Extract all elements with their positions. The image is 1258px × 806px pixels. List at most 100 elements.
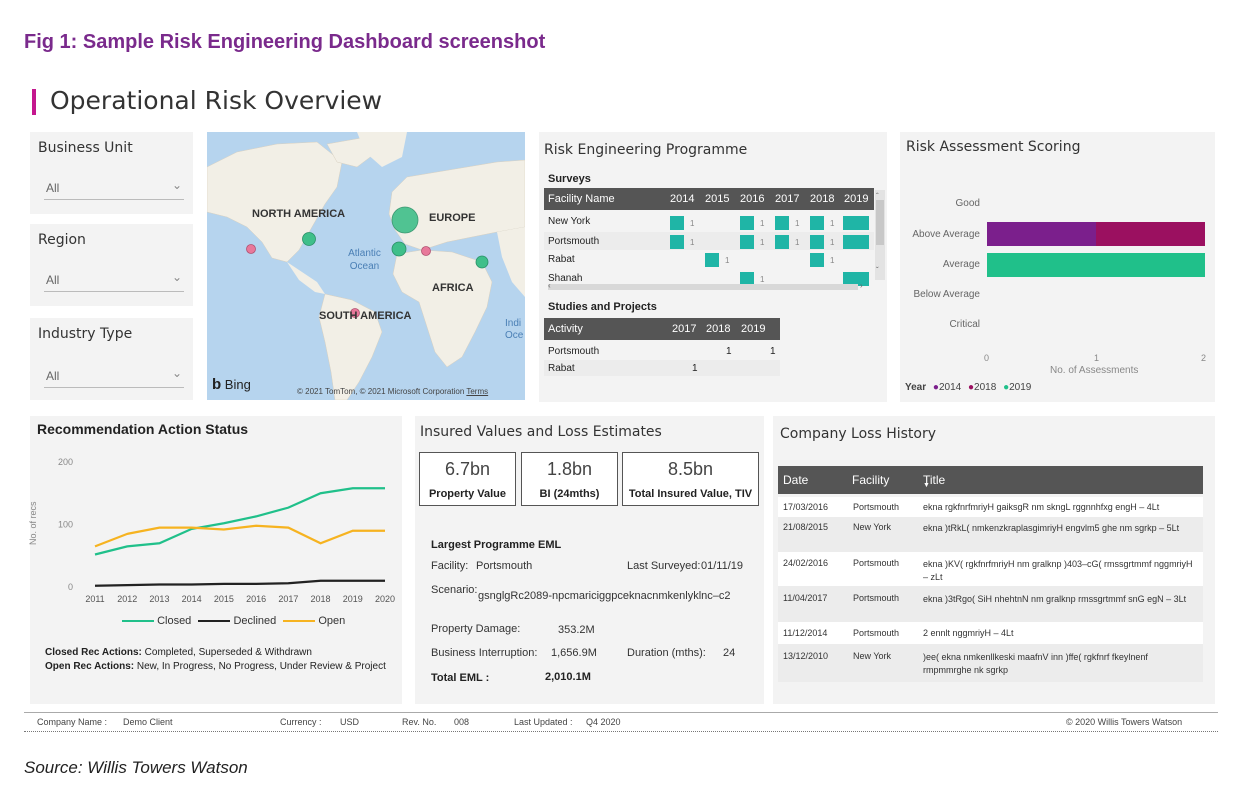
bing-b-icon: b [212, 376, 222, 393]
legend-dot-icon: ● [968, 382, 975, 393]
series-line-declined[interactable] [94, 579, 385, 587]
survey-bar[interactable] [810, 235, 824, 249]
studies-header: Activity 2017 2018 2019 [544, 318, 780, 340]
dropdown-value: All [46, 273, 60, 287]
map-copyright: © 2021 TomTom, © 2021 Microsoft Corporat… [297, 387, 488, 396]
legend-line-icon [198, 620, 231, 623]
facility-name: New York [548, 216, 591, 227]
survey-bar[interactable] [740, 272, 754, 286]
map-marker[interactable] [391, 241, 407, 257]
y-tick: 100 [58, 520, 73, 530]
chart-title: Recommendation Action Status [37, 421, 249, 437]
map-marker[interactable] [350, 308, 360, 318]
kpi-value: 6.7bn [444, 459, 491, 479]
recommendation-line-chart[interactable]: 0 100 200 2011 2012 2013 2014 2015 2016 2017 2018 2… [40, 450, 400, 630]
sort-down-icon[interactable]: ▼ [923, 482, 930, 489]
table-row[interactable]: 21/08/2015 New York ekna )tRkL( nmkenzkr… [778, 517, 1203, 552]
table-row[interactable]: 17/03/2016 Portsmouth ekna rgkfnrfmriyH … [778, 497, 1203, 517]
table-row[interactable]: 24/02/2016 Portsmouth ekna )KV( rgkfnrfm… [778, 552, 1203, 586]
col-header: 2017 [672, 323, 697, 335]
slicer-label: Industry Type [38, 326, 133, 342]
loss-date: 17/03/2016 [783, 502, 829, 512]
company-name: Demo Client [123, 717, 173, 727]
legend-line-icon [283, 620, 316, 623]
col-header: 2018 [706, 323, 731, 335]
map-terms-link[interactable]: Terms [466, 387, 489, 396]
x-tick: 2011 [85, 594, 104, 604]
score-bar-2014[interactable] [987, 222, 1096, 246]
x-tick: 2018 [311, 594, 331, 604]
col-header: Activity [548, 323, 583, 335]
surveys-vertical-scrollbar[interactable] [875, 190, 885, 280]
series-line-closed[interactable] [94, 487, 385, 556]
survey-bar[interactable] [843, 216, 869, 230]
x-tick: 1 [1094, 353, 1100, 363]
survey-count: 1 [760, 275, 765, 284]
loss-title: ekna )KV( rgkfnrfmriyH nm gralknp )403–c… [923, 559, 1193, 582]
table-row [544, 232, 874, 250]
x-tick: 2013 [149, 594, 169, 604]
eml-facility: Portsmouth [476, 560, 533, 572]
table-row[interactable]: 13/12/2010 New York )ee( ekna nmkenllkes… [778, 644, 1203, 682]
loss-facility: New York [853, 522, 892, 532]
survey-bar[interactable] [810, 216, 824, 230]
business-unit-dropdown[interactable]: All ⌄ [44, 174, 184, 200]
survey-bar[interactable] [843, 235, 869, 249]
survey-bar[interactable] [705, 253, 719, 267]
score-bar-2019[interactable] [987, 253, 1205, 277]
map-marker[interactable] [421, 246, 431, 256]
slicer-industry-type: Industry Type All ⌄ [30, 318, 193, 400]
scroll-right-icon[interactable]: › [860, 281, 863, 290]
scroll-left-icon[interactable]: ‹ [548, 281, 551, 290]
survey-count: 1 [830, 238, 835, 247]
category-label: Good [955, 198, 980, 209]
survey-bar[interactable] [775, 235, 789, 249]
map-marker[interactable] [302, 232, 316, 246]
legend-label: Open [318, 615, 346, 627]
survey-bar[interactable] [843, 272, 869, 286]
series-line-open[interactable] [94, 524, 385, 548]
survey-bar[interactable] [810, 253, 824, 267]
col-header-date[interactable]: Date [783, 473, 809, 487]
map-label: SOUTH AMERICA [319, 310, 412, 322]
legend-line-icon [122, 620, 154, 623]
slicer-label: Region [38, 232, 86, 248]
score-bar-2018[interactable] [1096, 222, 1205, 246]
col-header-title[interactable]: Title [923, 473, 946, 487]
col-header-facility[interactable]: Facility [852, 473, 890, 487]
survey-bar[interactable] [740, 216, 754, 230]
activity-name: Rabat [548, 363, 575, 374]
risk-scoring-title: Risk Assessment Scoring [906, 139, 1081, 155]
region-dropdown[interactable]: All ⌄ [44, 266, 184, 292]
table-row[interactable]: 11/04/2017 Portsmouth ekna )3tRgo( SiH n… [778, 586, 1203, 622]
page-title: Operational Risk Overview [50, 86, 383, 115]
closed-rec-note: Closed Rec Actions: Completed, Supersede… [45, 646, 390, 659]
survey-bar[interactable] [775, 216, 789, 230]
footer-copyright: © 2020 Willis Towers Watson [1066, 717, 1183, 727]
table-row[interactable]: 11/12/2014 Portsmouth 2 ennlt nggmriyH –… [778, 622, 1203, 644]
open-rec-note: Open Rec Actions: New, In Progress, No P… [45, 660, 390, 673]
y-tick: 200 [58, 457, 73, 467]
x-tick: 2014 [182, 594, 202, 604]
survey-bar[interactable] [740, 235, 754, 249]
facility-name: Shanah [548, 273, 583, 284]
scroll-down-icon[interactable]: ˇ [876, 266, 879, 275]
x-tick: 0 [984, 353, 990, 363]
x-axis-label: No. of Assessments [1050, 365, 1139, 376]
col-header: 2019 [844, 193, 869, 205]
map-marker[interactable] [246, 244, 256, 254]
col-header: 2018 [810, 193, 835, 205]
scroll-up-icon[interactable]: ˆ [876, 192, 879, 201]
kpi-label: BI (24mths) [539, 488, 600, 500]
surveys-header: Facility Name 2014 2015 2016 2017 2018 2… [544, 188, 874, 210]
surveys-horizontal-scrollbar[interactable] [548, 284, 858, 290]
survey-bar[interactable] [670, 216, 684, 230]
map-marker[interactable] [391, 206, 419, 234]
survey-bar[interactable] [670, 235, 684, 249]
loss-facility: Portsmouth [853, 593, 900, 603]
industry-type-dropdown[interactable]: All ⌄ [44, 362, 184, 388]
x-tick: 2016 [246, 594, 266, 604]
chevron-down-icon: ⌄ [171, 366, 182, 380]
map-marker[interactable] [475, 255, 489, 269]
map-visual[interactable]: NORTH AMERICA EUROPE Atlantic Ocean AFRI… [207, 132, 525, 400]
